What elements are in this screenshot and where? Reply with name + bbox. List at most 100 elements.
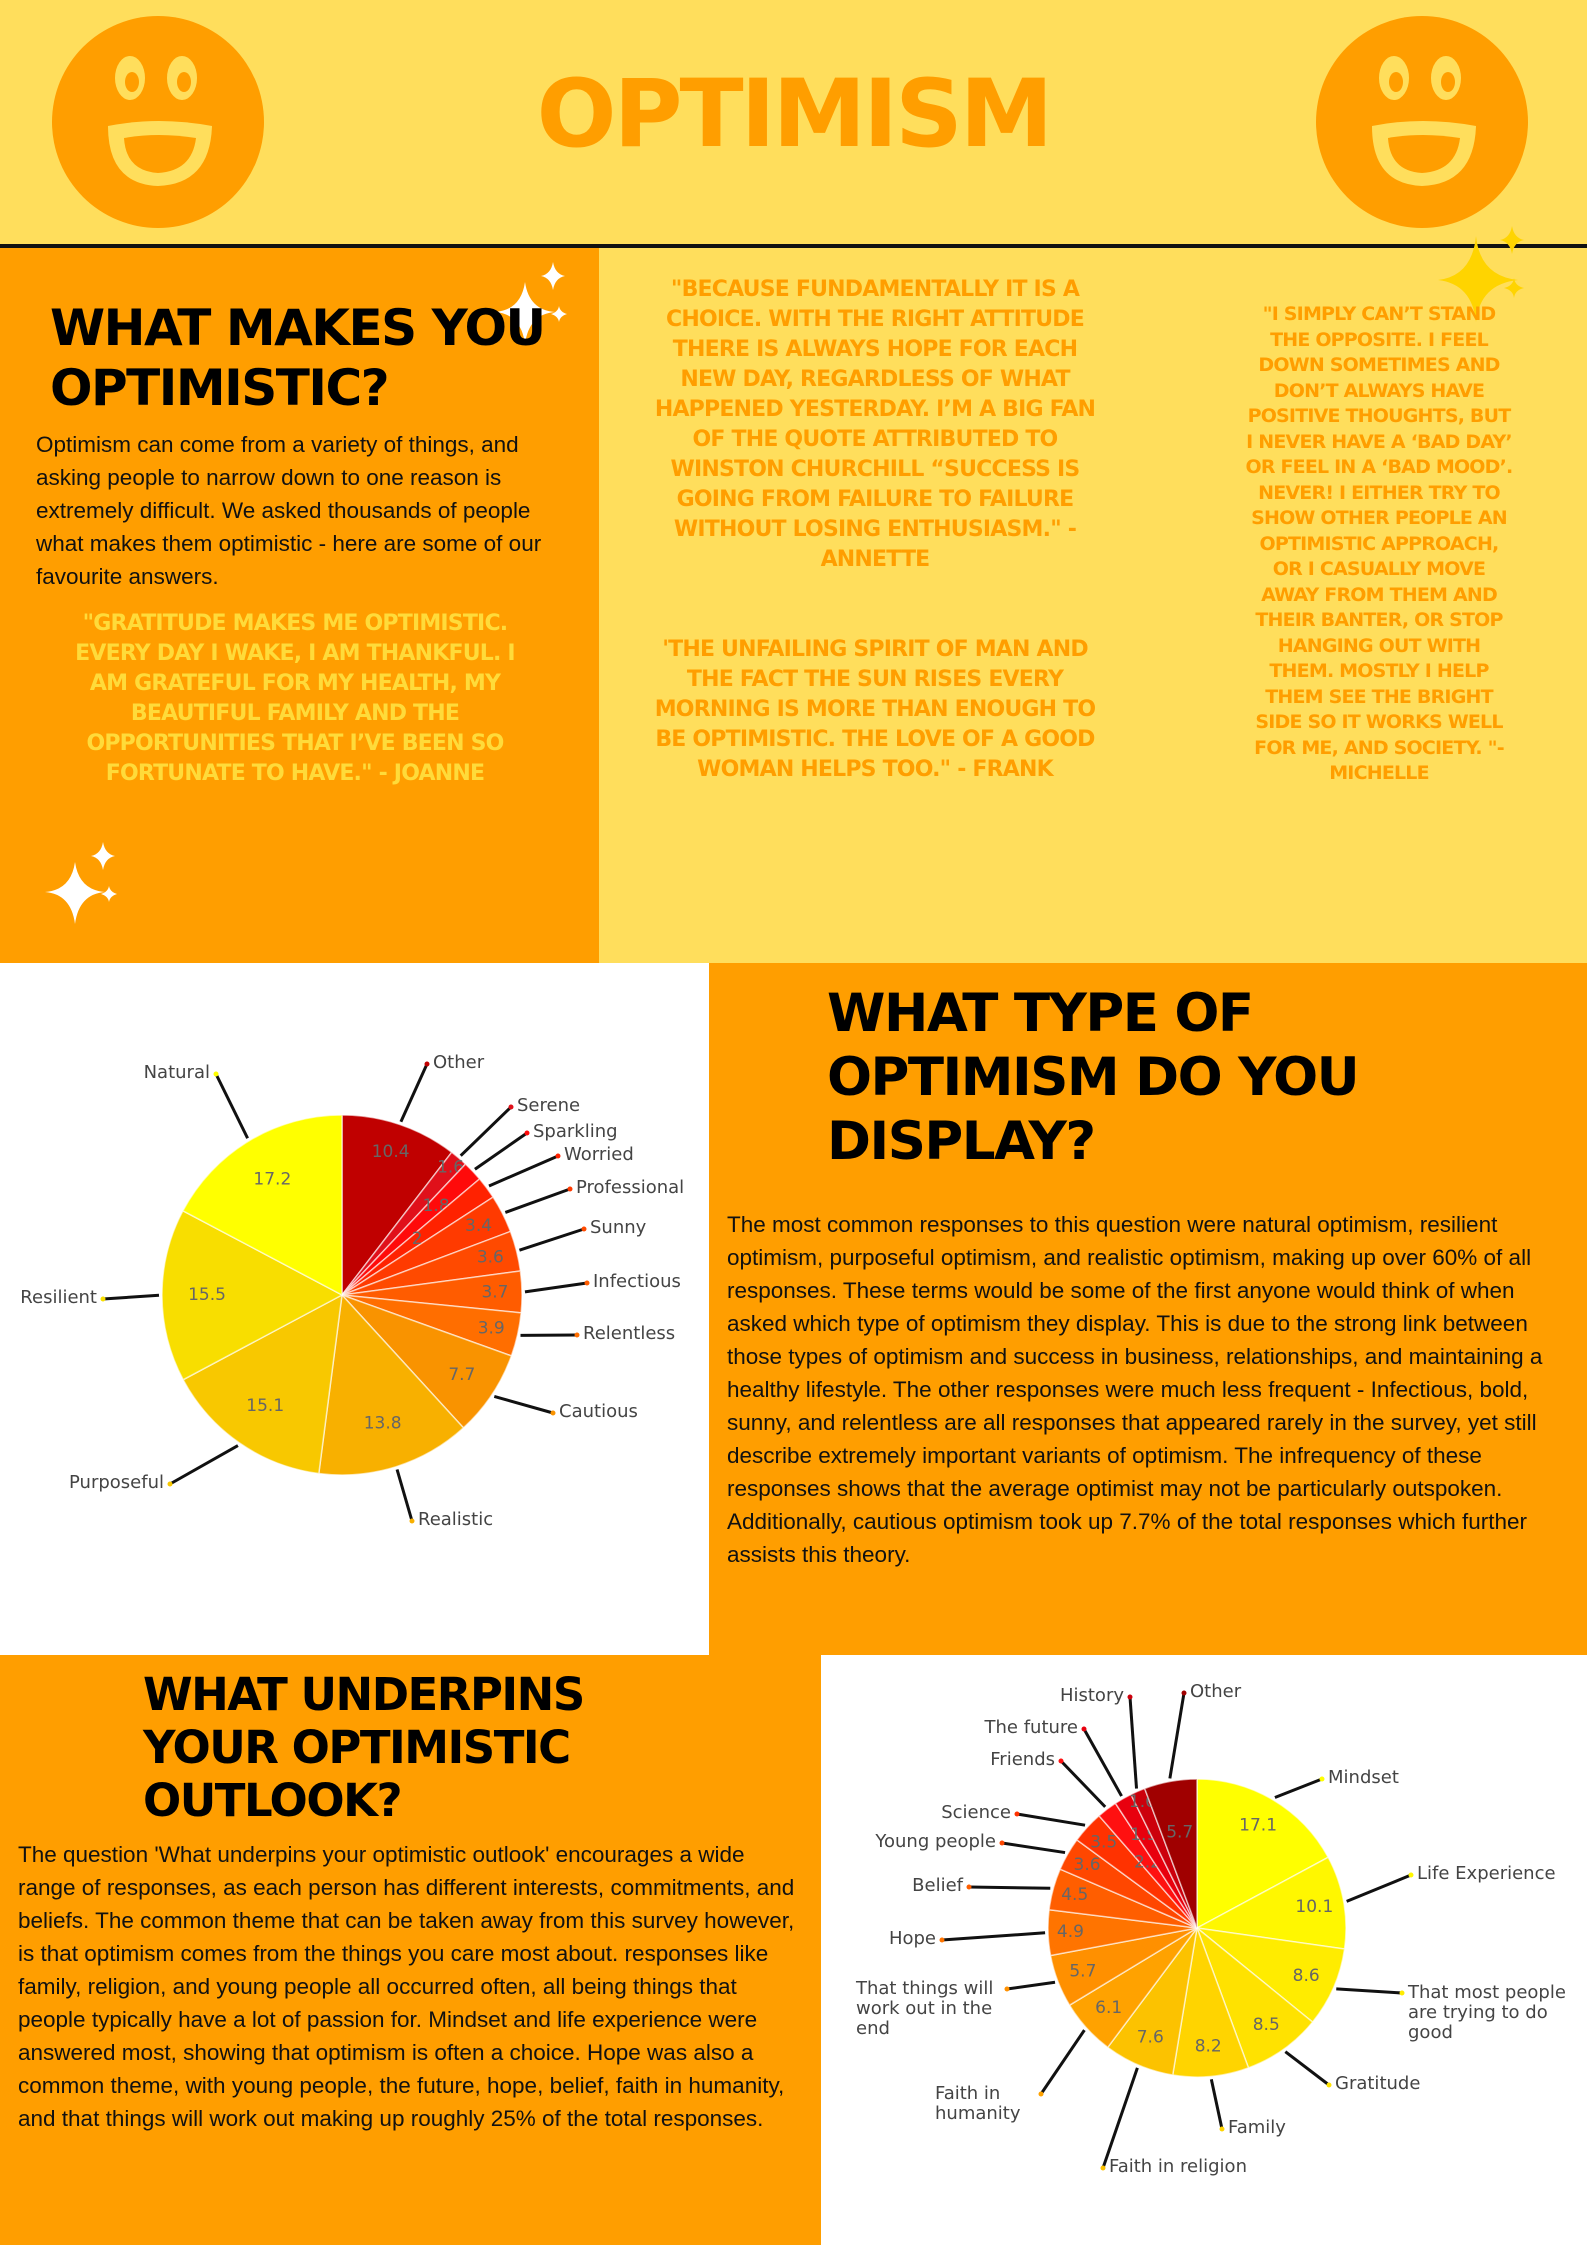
leader-line [1284, 2050, 1330, 2087]
pie-category-label: Natural [143, 1062, 210, 1083]
pie-value-label: 2 [412, 1229, 423, 1249]
pie-category-label: Sparkling [533, 1121, 618, 1142]
pie-category-label: Professional [576, 1177, 685, 1198]
pie-value-label: 8.2 [1195, 2037, 1222, 2057]
pie-category-label: Other [433, 1052, 485, 1073]
leader-line [1209, 2079, 1224, 2130]
pie-category-label: Resilient [20, 1287, 97, 1308]
leader-dot [550, 1410, 556, 1416]
leader-line [395, 1469, 414, 1522]
quote-frank: 'The unfailing spirit of man and the fac… [654, 637, 1096, 782]
leader-line [1101, 2067, 1139, 2169]
pie-value-label: 3.9 [478, 1319, 505, 1339]
pie-value-label: 17.2 [253, 1169, 291, 1189]
pie-slice [1194, 1856, 1347, 1950]
sparkle-icon [495, 262, 567, 344]
excited-face-icon [52, 16, 264, 228]
leader-line [524, 1281, 588, 1294]
pie-value-label: 3.6 [1074, 1855, 1101, 1875]
leader-line [1006, 1980, 1056, 1991]
section-heading: WHAT MAKES YOU OPTIMISTIC? [50, 299, 546, 417]
pie-value-label: 10.4 [372, 1142, 410, 1162]
pie-slice [182, 1293, 343, 1475]
leader-dot [508, 1104, 514, 1110]
pie-category-label: History [1059, 1685, 1124, 1706]
underpins-paragraph: The question 'What underpins your optimi… [18, 1842, 795, 2131]
leader-line [474, 1131, 528, 1171]
leader-dot [1219, 2126, 1225, 2132]
pie-slice [341, 1114, 453, 1298]
leader-line [493, 1395, 554, 1415]
pie-category-label: Hope [888, 1928, 936, 1949]
leader-line [399, 1063, 429, 1123]
leader-line [941, 1931, 1046, 1942]
leader-dot [939, 1937, 945, 1943]
leader-line [1128, 1696, 1139, 1789]
pie-slice [1143, 1778, 1198, 1929]
leader-dot [1014, 1811, 1020, 1817]
pie-category-label: Friends [990, 1749, 1055, 1770]
leader-line [1168, 1692, 1186, 1779]
pie-value-label: 5.7 [1166, 1823, 1193, 1843]
leader-line [1082, 1728, 1123, 1797]
leader-line [459, 1105, 513, 1157]
leader-line [214, 1073, 249, 1139]
pie-value-label: 10.1 [1295, 1897, 1333, 1917]
header-banner: OPTIMISM [0, 0, 1587, 248]
leader-dot [100, 1296, 106, 1302]
leader-dot [999, 1840, 1005, 1846]
pie-slice [181, 1114, 343, 1297]
underpins-text-panel [0, 1655, 821, 2245]
leader-line [488, 1154, 559, 1188]
leader-dot [409, 1518, 415, 1524]
quote-joanne: "Gratitude makes me optimistic. Every da… [75, 611, 515, 786]
leader-dot [167, 1481, 173, 1487]
quote-annette: "Because fundamentally it is a choice. W… [654, 277, 1096, 572]
section2-column: WHAT TYPE OF OPTIMISM DO YOU DISPLAY? Th… [727, 982, 1562, 1571]
pie-value-label: 13.8 [364, 1414, 402, 1434]
pie-category-label: Family [1228, 2117, 1286, 2138]
leader-line [1274, 1777, 1323, 1799]
pie-value-label: 6.1 [1095, 1998, 1122, 2018]
pie-category-label: Worried [564, 1144, 634, 1165]
pie-value-label: 15.1 [246, 1396, 284, 1416]
leader-line [1346, 1873, 1412, 1903]
leader-dot [1058, 1758, 1064, 1764]
pie-value-label: 7.7 [448, 1365, 475, 1385]
pie-category-label: Sunny [590, 1217, 647, 1238]
pie-category-label: Faith in humanity [935, 2083, 1021, 2124]
leader-dot [1399, 1990, 1405, 1996]
pie-category-label: The future [984, 1717, 1079, 1738]
pie-value-label: 3.4 [465, 1216, 492, 1236]
leader-dot [1081, 1726, 1087, 1732]
section-heading: WHAT TYPE OF OPTIMISM DO YOU DISPLAY? [827, 983, 1360, 1172]
pie-value-label: 5.7 [1069, 1962, 1096, 1982]
pie-value-label: 8.5 [1253, 2015, 1280, 2035]
pie-slice [1196, 1778, 1330, 1930]
middle-quotes-column: "Because fundamentally it is a choice. W… [645, 275, 1105, 785]
pie-category-label: That most people are trying to do good [1408, 1982, 1566, 2043]
pie-value-label: 4.9 [1057, 1922, 1084, 1942]
section3-column: WHAT UNDERPINS YOUR OPTIMISTIC OUTLOOK? … [18, 1668, 798, 2135]
pie-category-label: Mindset [1328, 1767, 1399, 1788]
leader-dot [1319, 1776, 1325, 1782]
leader-line [1001, 1841, 1066, 1855]
what-makes-you-optimistic-panel [0, 248, 599, 963]
pie-value-label: 7.6 [1137, 2028, 1164, 2048]
pie-category-label: Faith in religion [1109, 2156, 1247, 2177]
pie-category-label: Relentless [583, 1323, 676, 1344]
leader-dot [1326, 2082, 1332, 2088]
pie-category-label: Life Experience [1417, 1863, 1556, 1884]
sparkle-icon [1438, 226, 1524, 322]
quote-michelle: "I simply can’t stand the opposite. I fe… [1245, 303, 1514, 784]
leader-dot [524, 1130, 530, 1136]
pie-value-label: 17.1 [1239, 1816, 1277, 1836]
sparkle-icon [45, 842, 117, 924]
leader-line [968, 1885, 1051, 1890]
pie-category-label: Young people [875, 1831, 996, 1852]
pie-category-label: Belief [912, 1875, 963, 1896]
page-title: OPTIMISM [536, 60, 1054, 169]
pie-category-label: Realistic [418, 1509, 494, 1530]
section-heading: WHAT UNDERPINS YOUR OPTIMISTIC OUTLOOK? [143, 1668, 585, 1827]
pie-category-label: Cautious [559, 1401, 638, 1422]
